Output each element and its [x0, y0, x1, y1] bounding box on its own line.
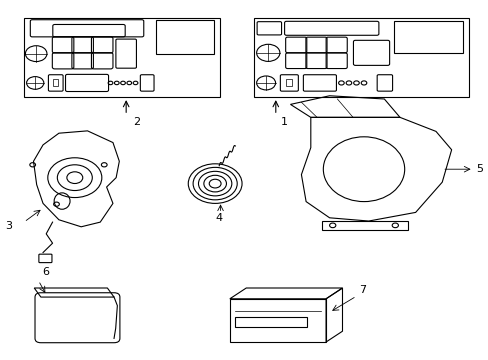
Bar	[285, 79, 291, 86]
Text: 7: 7	[358, 285, 366, 296]
Bar	[393, 21, 462, 53]
Bar	[234, 317, 306, 327]
Text: 1: 1	[280, 117, 287, 127]
Text: 3: 3	[5, 221, 12, 231]
Bar	[229, 299, 325, 342]
Text: 4: 4	[215, 213, 222, 223]
Text: 6: 6	[42, 267, 49, 278]
Bar	[155, 21, 214, 54]
Bar	[254, 18, 468, 97]
Bar	[321, 221, 407, 230]
Bar	[53, 79, 58, 86]
Text: 2: 2	[133, 117, 141, 127]
Text: 5: 5	[476, 164, 483, 174]
Bar	[24, 18, 220, 97]
